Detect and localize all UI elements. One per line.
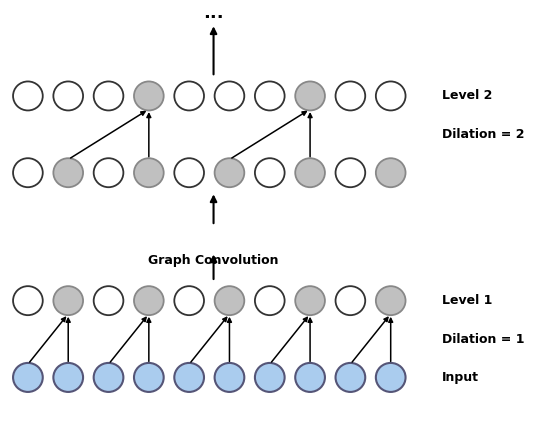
Ellipse shape	[174, 81, 204, 111]
Ellipse shape	[94, 363, 123, 392]
Text: Input: Input	[442, 371, 479, 384]
Ellipse shape	[214, 286, 244, 315]
Text: Dilation = 1: Dilation = 1	[442, 332, 524, 346]
Ellipse shape	[174, 363, 204, 392]
Ellipse shape	[295, 286, 325, 315]
Ellipse shape	[134, 286, 164, 315]
Ellipse shape	[214, 363, 244, 392]
Ellipse shape	[13, 158, 43, 187]
Ellipse shape	[336, 286, 365, 315]
Ellipse shape	[134, 158, 164, 187]
Text: Level 1: Level 1	[442, 294, 492, 307]
Ellipse shape	[53, 158, 83, 187]
Ellipse shape	[295, 81, 325, 111]
Ellipse shape	[94, 286, 123, 315]
Ellipse shape	[53, 81, 83, 111]
Ellipse shape	[134, 363, 164, 392]
Ellipse shape	[174, 158, 204, 187]
Ellipse shape	[376, 158, 405, 187]
Ellipse shape	[336, 81, 365, 111]
Ellipse shape	[376, 81, 405, 111]
Ellipse shape	[13, 363, 43, 392]
Ellipse shape	[336, 363, 365, 392]
Text: Graph Convolution: Graph Convolution	[149, 254, 279, 267]
Ellipse shape	[13, 286, 43, 315]
Ellipse shape	[255, 158, 285, 187]
Text: Level 2: Level 2	[442, 89, 492, 102]
Ellipse shape	[336, 158, 365, 187]
Ellipse shape	[94, 158, 123, 187]
Text: Dilation = 2: Dilation = 2	[442, 128, 524, 141]
Ellipse shape	[214, 81, 244, 111]
Ellipse shape	[53, 286, 83, 315]
Ellipse shape	[53, 363, 83, 392]
Ellipse shape	[13, 81, 43, 111]
Ellipse shape	[255, 81, 285, 111]
Ellipse shape	[255, 286, 285, 315]
Ellipse shape	[94, 81, 123, 111]
Ellipse shape	[174, 286, 204, 315]
Ellipse shape	[214, 158, 244, 187]
Ellipse shape	[376, 286, 405, 315]
Ellipse shape	[255, 363, 285, 392]
Ellipse shape	[134, 81, 164, 111]
Text: ...: ...	[203, 4, 224, 22]
Ellipse shape	[295, 158, 325, 187]
Ellipse shape	[376, 363, 405, 392]
Ellipse shape	[295, 363, 325, 392]
